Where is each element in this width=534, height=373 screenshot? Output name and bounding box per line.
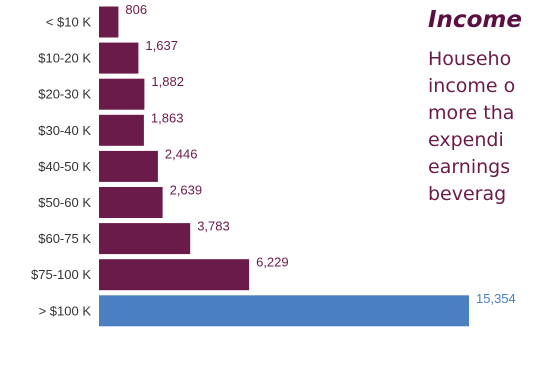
value-label: 2,639 <box>170 183 203 198</box>
bar <box>99 6 119 38</box>
value-label: 1,637 <box>145 38 178 53</box>
panel-line: income o <box>428 75 516 97</box>
panel-line: earnings <box>428 156 511 178</box>
value-label: 806 <box>125 2 147 17</box>
category-label: $30-40 K <box>38 123 91 138</box>
panel-body: Househo income o more tha expendi earnin… <box>428 46 534 208</box>
panel-line: Househo <box>428 48 512 70</box>
category-label: > $100 K <box>39 303 92 318</box>
panel-line: more tha <box>428 102 515 124</box>
bar <box>99 223 191 255</box>
bar <box>99 259 250 291</box>
bar <box>99 42 139 74</box>
category-label: < $10 K <box>46 15 92 30</box>
bar <box>99 114 144 146</box>
bar <box>99 187 163 218</box>
panel-line: expendi <box>428 129 504 151</box>
value-label: 1,863 <box>151 110 184 125</box>
text-panel: Income Househo income o more tha expendi… <box>428 4 534 208</box>
category-label: $50-60 K <box>38 195 91 210</box>
category-label: $60-75 K <box>38 231 91 246</box>
bar <box>99 295 469 327</box>
value-label: 1,882 <box>151 74 184 89</box>
panel-line: beverag <box>428 183 507 205</box>
value-label: 2,446 <box>165 146 198 161</box>
value-label: 6,229 <box>256 255 289 270</box>
bar <box>99 150 158 182</box>
category-label: $10-20 K <box>38 51 91 66</box>
bar <box>99 78 145 110</box>
value-label: 15,354 <box>476 291 516 306</box>
value-label: 3,783 <box>197 219 230 234</box>
category-label: $20-30 K <box>38 87 91 102</box>
panel-heading: Income <box>428 7 522 33</box>
category-label: $75-100 K <box>31 267 91 282</box>
category-label: $40-50 K <box>38 159 91 174</box>
